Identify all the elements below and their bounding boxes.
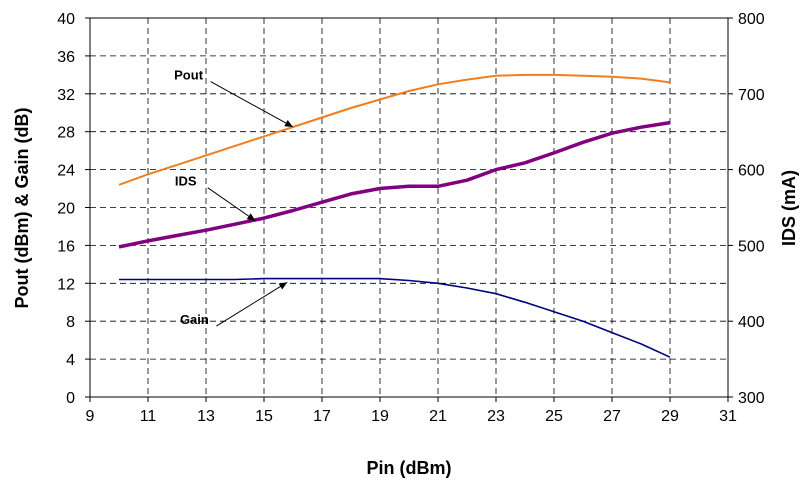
x-tick-label: 23 [487, 408, 505, 425]
x-tick-label: 9 [86, 408, 95, 425]
y-axis-title: Pout (dBm) & Gain (dB) [12, 108, 32, 309]
x-tick-label: 27 [603, 408, 621, 425]
x-tick-label: 31 [719, 408, 737, 425]
y-tick-label: 24 [57, 163, 75, 180]
annotation-arrow-pout [210, 81, 294, 128]
y2-tick-label: 700 [738, 87, 765, 104]
series-lines [118, 73, 671, 358]
y-tick-label: 0 [66, 390, 75, 407]
x-tick-label: 25 [545, 408, 563, 425]
annotation-label-gain: Gain [180, 312, 209, 327]
y2-tick-label: 500 [738, 238, 765, 255]
x-axis-ticks: 9 11 13 15 17 19 21 23 25 27 29 31 [86, 397, 737, 425]
annotation-arrow-ids [207, 187, 256, 222]
annotation-arrowhead-ids [246, 213, 256, 221]
y-tick-label: 8 [66, 314, 75, 331]
annotation-arrow-gain [216, 281, 288, 327]
y-tick-label: 28 [57, 125, 75, 142]
y-tick-label: 32 [57, 87, 75, 104]
x-tick-label: 21 [429, 408, 447, 425]
y2-tick-label: 600 [738, 163, 765, 180]
annotation-arrowhead-pout [284, 120, 293, 127]
y2-tick-label: 300 [738, 390, 765, 407]
x-tick-label: 11 [140, 408, 157, 425]
series-line-pout [118, 73, 671, 186]
annotation-label-pout: Pout [174, 68, 204, 83]
annotation-label-ids: IDS [175, 174, 197, 189]
x-tick-label: 13 [197, 408, 215, 425]
series-line-gain [119, 277, 671, 358]
annotation-arrowhead-gain [278, 282, 288, 290]
y2-tick-label: 400 [738, 314, 765, 331]
y2-tick-label: 800 [738, 11, 765, 28]
x-axis-title: Pin (dBm) [367, 458, 452, 478]
y-tick-label: 4 [66, 352, 75, 369]
series-line-ids [118, 120, 671, 249]
y2-axis-title: IDS (mA) [779, 170, 799, 246]
x-tick-label: 15 [255, 408, 273, 425]
y-axis-ticks: 0 4 8 12 16 20 24 28 32 36 40 [57, 11, 90, 407]
x-tick-label: 17 [313, 408, 331, 425]
y-tick-label: 16 [57, 238, 75, 255]
x-tick-label: 29 [661, 408, 679, 425]
y-tick-label: 20 [57, 201, 75, 218]
x-tick-label: 19 [371, 408, 389, 425]
y2-axis-ticks: 300 400 500 600 700 800 [728, 11, 765, 407]
y-tick-label: 12 [57, 276, 75, 293]
y-tick-label: 36 [57, 49, 75, 66]
series-annotations: Pout IDS Gain [174, 68, 294, 327]
y-tick-label: 40 [57, 11, 75, 28]
